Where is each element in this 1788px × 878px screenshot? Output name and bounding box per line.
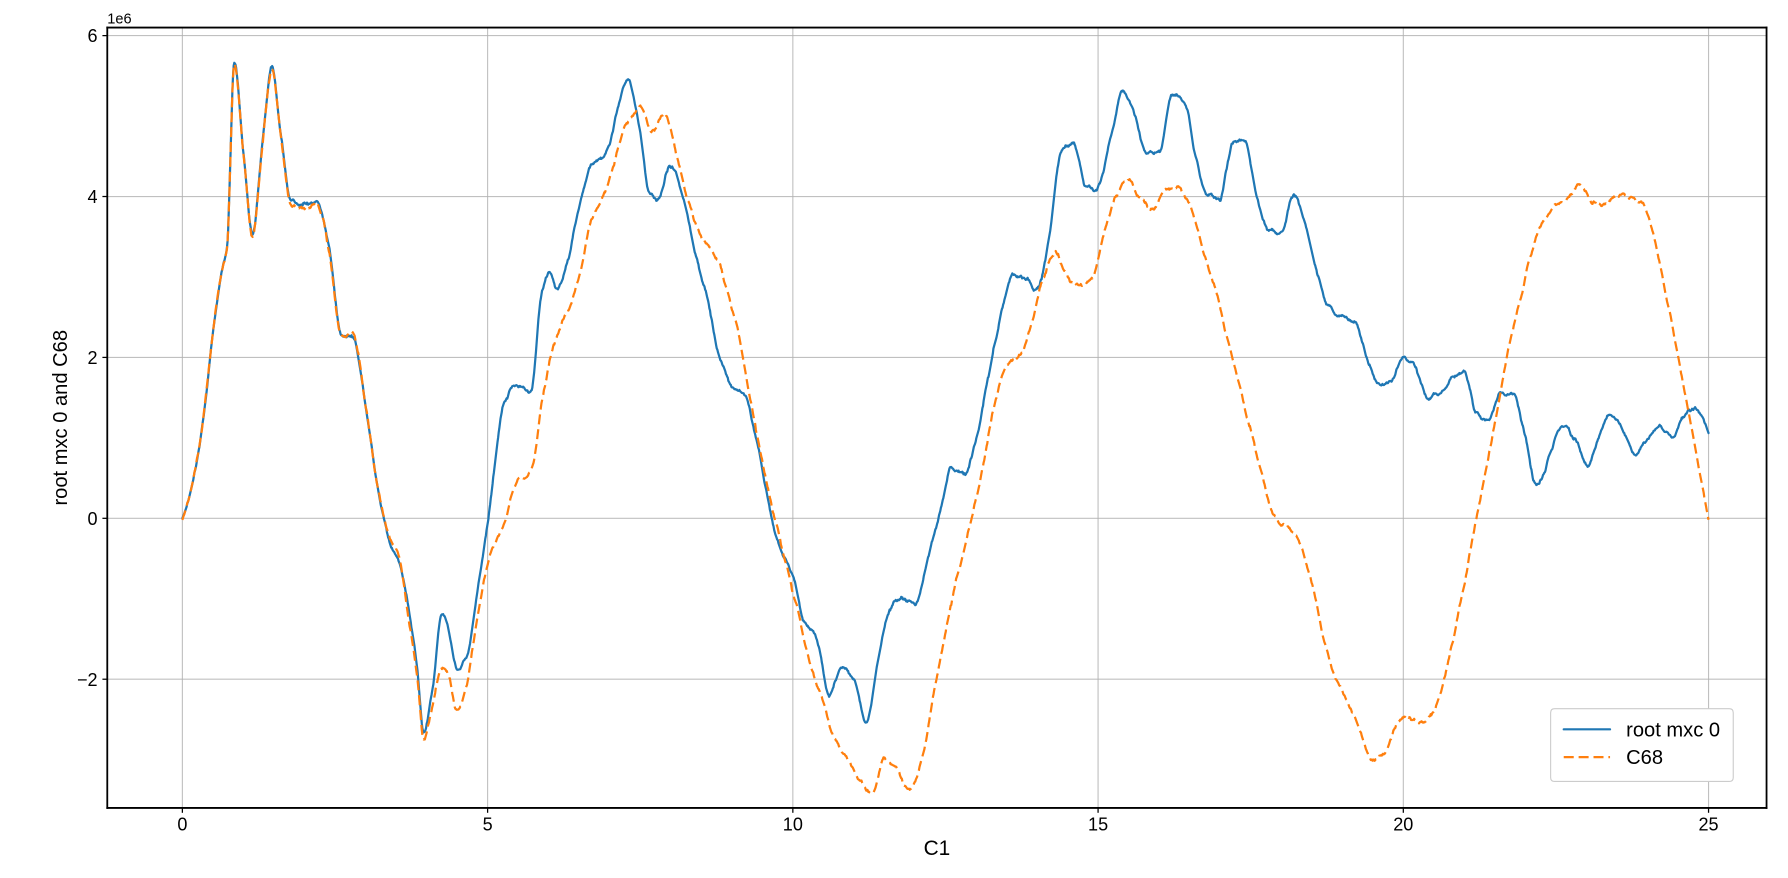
- svg-text:6: 6: [88, 26, 98, 46]
- svg-text:4: 4: [88, 187, 98, 207]
- svg-text:root mxc 0 and C68: root mxc 0 and C68: [50, 330, 72, 506]
- svg-text:0: 0: [88, 509, 98, 529]
- svg-text:1e6: 1e6: [107, 11, 131, 27]
- svg-text:15: 15: [1088, 815, 1108, 835]
- svg-text:C1: C1: [924, 837, 951, 860]
- svg-text:0: 0: [177, 815, 187, 835]
- svg-text:C68: C68: [1626, 747, 1663, 769]
- svg-text:−2: −2: [77, 670, 98, 690]
- svg-text:root mxc 0: root mxc 0: [1626, 719, 1720, 741]
- svg-text:25: 25: [1699, 815, 1719, 835]
- svg-text:10: 10: [783, 815, 803, 835]
- svg-text:5: 5: [483, 815, 493, 835]
- svg-text:20: 20: [1393, 815, 1413, 835]
- svg-text:2: 2: [88, 348, 98, 368]
